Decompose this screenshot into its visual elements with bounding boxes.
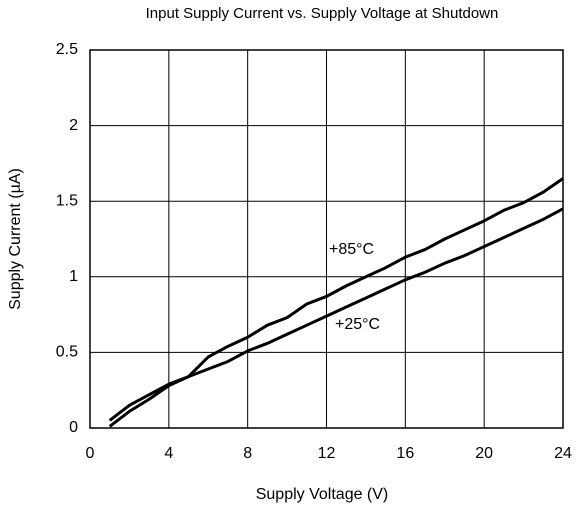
y-tick-label: 1: [69, 268, 78, 285]
series-annotation: +25°C: [335, 316, 380, 333]
series-line: [108, 177, 564, 422]
chart-title: Input Supply Current vs. Supply Voltage …: [146, 5, 499, 22]
x-tick-label: 4: [164, 445, 173, 462]
y-tick-label: 0: [69, 419, 78, 436]
x-axis-label: Supply Voltage (V): [256, 486, 389, 503]
series-annotation: +85°C: [329, 241, 374, 258]
x-tick-label: 16: [396, 445, 414, 462]
x-tick-label: 8: [243, 445, 252, 462]
y-axis-label: Supply Current (µA): [7, 168, 24, 310]
x-tick-label: 24: [554, 445, 572, 462]
y-tick-label: 0.5: [56, 344, 78, 361]
x-tick-label: 0: [86, 445, 95, 462]
x-tick-label: 20: [475, 445, 493, 462]
series-line: [108, 207, 564, 428]
y-tick-label: 1.5: [56, 192, 78, 209]
y-tick-label: 2.5: [56, 41, 78, 58]
y-tick-label: 2: [69, 117, 78, 134]
x-tick-label: 12: [318, 445, 336, 462]
plot-frame: [89, 49, 564, 429]
